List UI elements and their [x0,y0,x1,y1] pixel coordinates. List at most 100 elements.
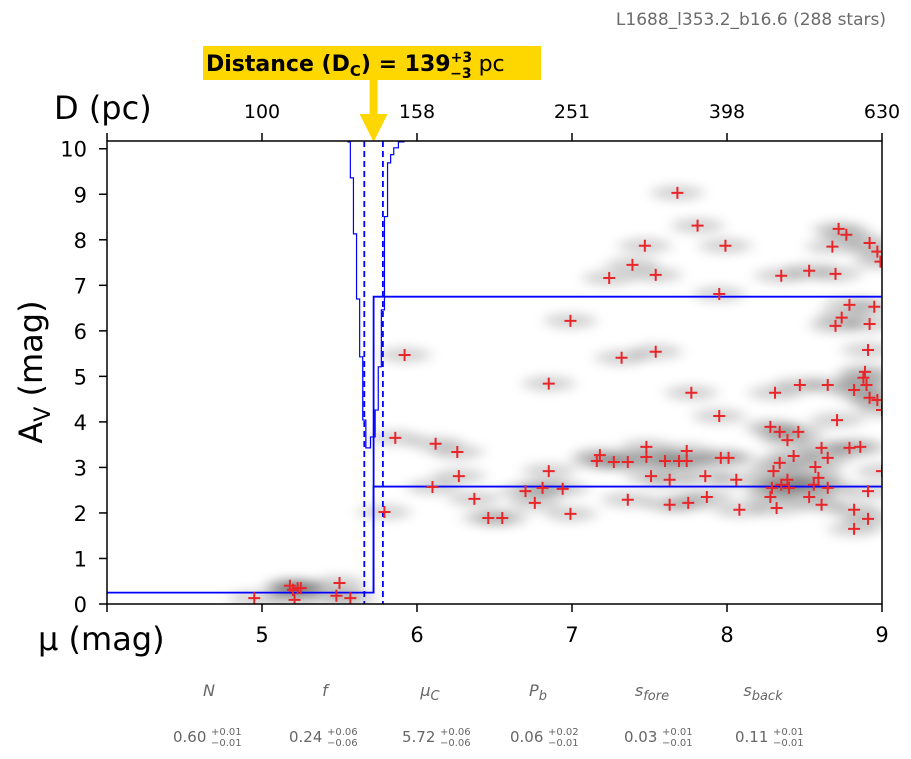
star-marker [590,455,603,468]
star-marker [876,465,882,478]
star-marker [843,298,856,311]
star-marker [832,222,845,235]
star-marker [528,496,541,509]
star-marker [809,460,822,473]
annotation-subscript: −3 [450,66,471,82]
top-tick-label: 630 [864,101,900,123]
star-marker [556,482,569,495]
y-tick-label: 8 [74,229,87,253]
parameter-minus-error: −0.01 [211,738,242,749]
star-marker [536,481,549,494]
star-marker [719,239,732,252]
parameter-name: Pb [529,681,547,704]
axes: 5 6 7 8 9 0 1 2 3 4 5 6 7 8 9 10 100 158 251 398 630 [60,101,900,647]
x-axis-label: μ (mag) [38,620,165,658]
parameter-value: 0.06 [510,728,543,746]
parameter-name: sback [743,681,783,704]
parameter-plus-error: +0.01 [662,727,693,738]
star-marker [863,236,876,249]
distance-posterior-outline [347,141,405,449]
top-axis-label: D (pc) [54,89,152,127]
star-marker [659,455,671,468]
star-marker [781,473,794,486]
x-tick-label: 9 [875,623,888,647]
star-marker [389,431,402,444]
density-blob [842,341,882,358]
y-axis-label: AV (mag) [12,300,56,443]
parameter-5: sback 0.11 +0.01−0.01 [735,681,804,749]
y-tick-label: 9 [74,183,87,207]
star-marker [682,496,695,509]
parameter-name: N [203,681,215,700]
star-marker [868,300,881,313]
star-marker [333,577,346,590]
star-marker [429,437,442,450]
parameter-2: μC 5.72 +0.06−0.06 [402,681,471,749]
star-marker [248,592,261,604]
star-marker [649,268,662,281]
parameter-plus-error: +0.06 [440,727,471,738]
star-marker [680,445,693,458]
star-marker [764,491,777,504]
y-tick-label: 10 [60,138,87,162]
annotation-mid: ) = 139 [361,52,451,77]
star-marker [671,186,684,199]
star-marker [821,379,834,392]
star-marker [764,420,777,433]
parameter-value: 0.03 [624,728,657,746]
star-marker [451,445,464,458]
star-marker [621,493,634,506]
parameter-name: μC [419,681,440,704]
parameter-plus-error: +0.06 [327,727,358,738]
star-marker [699,470,712,483]
star-marker [815,498,828,511]
star-marker [803,264,816,277]
density-blob [856,402,882,419]
parameter-value: 0.11 [735,728,768,746]
star-marker [680,455,693,468]
density-blob [854,253,882,270]
star-marker [862,343,875,356]
star-marker [826,240,839,253]
star-marker [765,481,778,494]
star-marker [862,485,875,498]
star-marker [770,501,783,514]
parameter-3: Pb 0.06 +0.02−0.01 [510,681,579,749]
annotation-sub: C [350,62,361,80]
y-tick-label: 4 [74,411,87,435]
star-marker [519,485,532,498]
star-marker [829,319,842,332]
star-marker [767,465,780,478]
star-marker [663,498,676,511]
star-marker [773,456,786,469]
star-marker [860,379,873,392]
top-tick-label: 251 [554,101,590,123]
x-tick-label: 8 [720,623,733,647]
parameter-0: N 0.60 +0.01−0.01 [173,681,242,749]
upper-model-line [107,295,882,594]
parameter-minus-error: −0.06 [440,738,471,749]
x-tick-label: 5 [255,623,268,647]
star-marker [876,404,882,417]
density-blob [856,463,882,480]
star-marker [615,351,628,364]
star-marker [787,450,800,463]
density-heatmap [228,184,882,604]
parameter-minus-error: −0.06 [327,738,358,749]
plot-frame [106,140,883,605]
y-tick-label: 7 [74,274,87,298]
star-marker [812,471,825,484]
y-tick-label: 2 [74,502,87,526]
star-marker [542,377,555,390]
star-marker [829,267,842,280]
y-tick-label: 6 [74,320,87,344]
annotation-box [203,46,541,80]
star-marker [700,491,713,504]
top-tick-label: 398 [709,101,745,123]
star-marker [733,503,746,516]
star-marker [663,473,676,486]
star-marker [807,478,820,491]
star-marker [638,239,651,252]
star-marker [773,425,786,438]
y-tick-label: 0 [74,593,87,617]
